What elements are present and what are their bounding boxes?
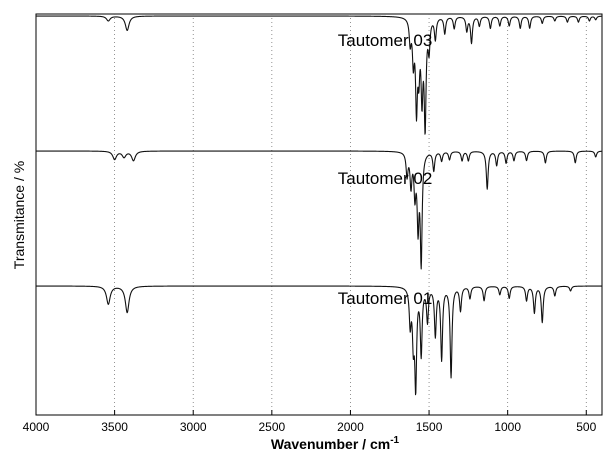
y-axis-title: Transmitance / % — [11, 161, 27, 269]
series-group — [35, 15, 603, 396]
x-tick-label-3500: 3500 — [101, 420, 128, 434]
x-tick-label-2500: 2500 — [258, 420, 285, 434]
x-axis-title: Wavenumber / cm-1 — [271, 435, 400, 452]
x-tick-label-1000: 1000 — [494, 420, 521, 434]
x-tick-label-2000: 2000 — [337, 420, 364, 434]
series-label-tautomer-03: Tautomer 03 — [338, 31, 433, 50]
series-line-tautomer-01 — [35, 285, 603, 396]
series-label-tautomer-02: Tautomer 02 — [338, 169, 433, 188]
series-labels: Tautomer 03 Tautomer 02 Tautomer 01 — [338, 31, 433, 308]
x-tick-label-1500: 1500 — [416, 420, 443, 434]
x-axis-title-main: Wavenumber / cm — [271, 436, 390, 452]
x-tick-label-3000: 3000 — [180, 420, 207, 434]
series-line-tautomer-02 — [35, 150, 603, 270]
series-line-tautomer-03 — [35, 15, 603, 135]
gridlines — [114, 14, 587, 415]
series-label-tautomer-01: Tautomer 01 — [338, 289, 433, 308]
plot-frame — [35, 13, 603, 416]
x-axis-ticks: 4000 3500 3000 2500 2000 1500 1000 500 — [23, 410, 597, 434]
x-tick-label-500: 500 — [576, 420, 596, 434]
x-axis-title-exponent: -1 — [390, 435, 399, 446]
x-tick-label-4000: 4000 — [23, 420, 50, 434]
